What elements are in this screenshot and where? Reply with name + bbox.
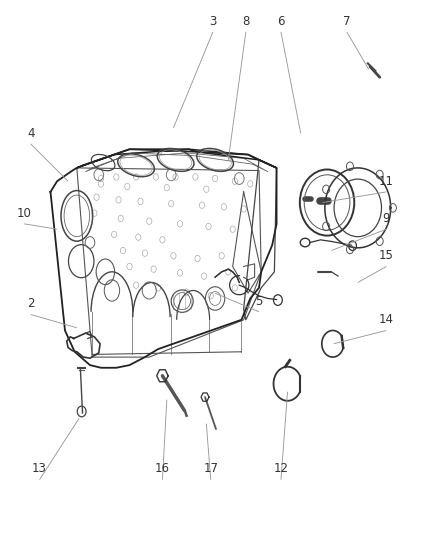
Text: 7: 7 bbox=[342, 15, 350, 28]
Text: 9: 9 bbox=[381, 212, 389, 225]
Text: 16: 16 bbox=[155, 463, 170, 475]
Text: 6: 6 bbox=[276, 15, 284, 28]
Text: 17: 17 bbox=[203, 463, 218, 475]
Text: 10: 10 bbox=[17, 207, 32, 220]
Text: 5: 5 bbox=[255, 295, 262, 308]
Text: 2: 2 bbox=[27, 297, 35, 310]
Text: 13: 13 bbox=[32, 463, 47, 475]
Text: 14: 14 bbox=[378, 313, 393, 326]
Text: 15: 15 bbox=[378, 249, 393, 262]
Text: 3: 3 bbox=[209, 15, 216, 28]
Text: 12: 12 bbox=[273, 463, 288, 475]
Text: 4: 4 bbox=[27, 127, 35, 140]
Text: 8: 8 bbox=[242, 15, 249, 28]
Text: 11: 11 bbox=[378, 175, 393, 188]
